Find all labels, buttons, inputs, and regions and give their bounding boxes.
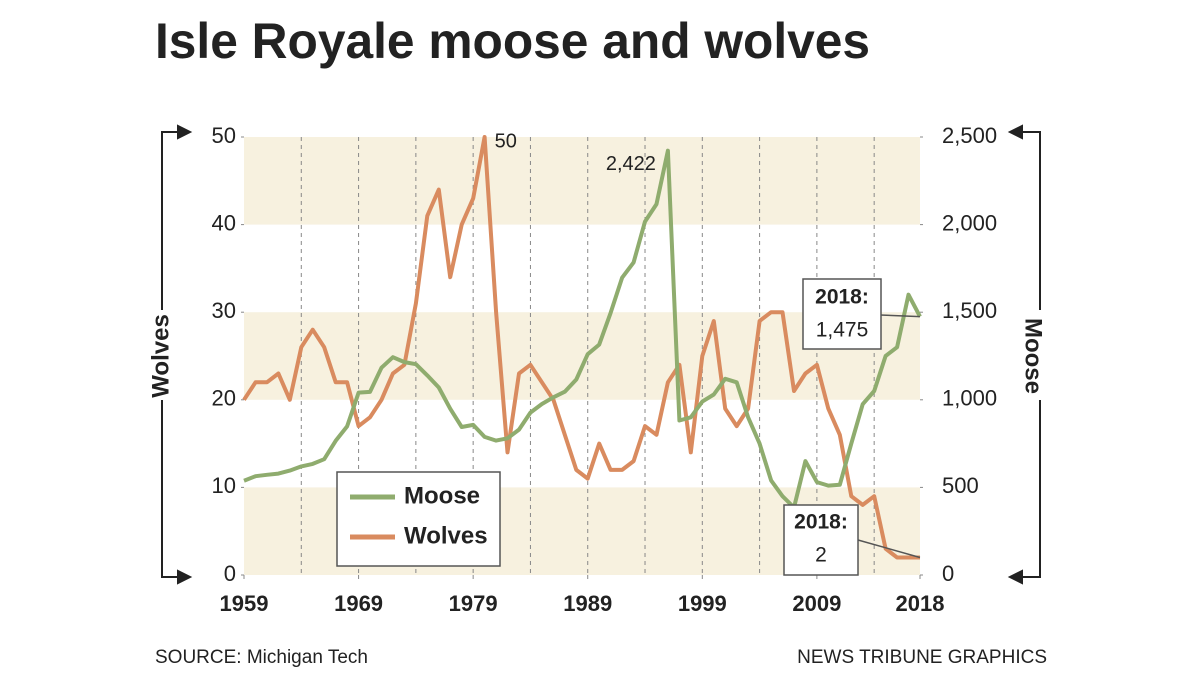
y2-axis-label: Moose — [1020, 318, 1047, 394]
callout-box — [802, 278, 882, 350]
annotation: 2018: — [794, 511, 848, 534]
y2-tick-label: 1,500 — [942, 298, 997, 323]
x-tick-label: 1999 — [678, 591, 727, 616]
annotation: 2,422 — [606, 153, 656, 175]
credit: NEWS TRIBUNE GRAPHICS — [797, 647, 1047, 668]
source: SOURCE: Michigan Tech — [155, 647, 368, 668]
legend: Moose Wolves — [336, 471, 501, 567]
y-tick-label: 40 — [212, 210, 236, 235]
legend-label: Wolves — [404, 522, 488, 549]
x-tick-label: 1979 — [449, 591, 498, 616]
lines — [242, 135, 922, 560]
annotation: 1,475 — [816, 319, 869, 342]
y2-tick-label: 1,000 — [942, 386, 997, 411]
callout-line — [879, 314, 921, 318]
y-tick-label: 30 — [212, 298, 236, 323]
y-tick-label: 10 — [212, 473, 236, 498]
annotation: 2018: — [815, 286, 869, 309]
callout-line — [857, 539, 921, 559]
annotation: 50 — [495, 130, 517, 152]
x-tick-label: 2009 — [792, 591, 841, 616]
y-tick-label: 50 — [212, 123, 236, 148]
y-tick-label: 20 — [212, 386, 236, 411]
y2-tick-label: 2,500 — [942, 123, 997, 148]
x-tick-label: 1969 — [334, 591, 383, 616]
y-axis-label: Wolves — [147, 314, 174, 398]
series-line — [243, 148, 922, 510]
callout-box — [783, 504, 859, 576]
x-tick-label: 1959 — [220, 591, 269, 616]
legend-box — [336, 471, 501, 567]
series-line — [242, 135, 920, 560]
y-tick-label: 0 — [224, 561, 236, 586]
y2-tick-label: 0 — [942, 561, 954, 586]
y2-tick-label: 500 — [942, 473, 979, 498]
annotation: 2 — [815, 544, 827, 567]
legend-label: Moose — [404, 482, 480, 509]
band — [244, 137, 920, 225]
y2-tick-label: 2,000 — [942, 210, 997, 235]
x-tick-label: 2018 — [896, 591, 945, 616]
chart-title: Isle Royale moose and wolves — [155, 13, 870, 69]
axis-brackets — [161, 124, 1041, 585]
x-tick-label: 1989 — [563, 591, 612, 616]
